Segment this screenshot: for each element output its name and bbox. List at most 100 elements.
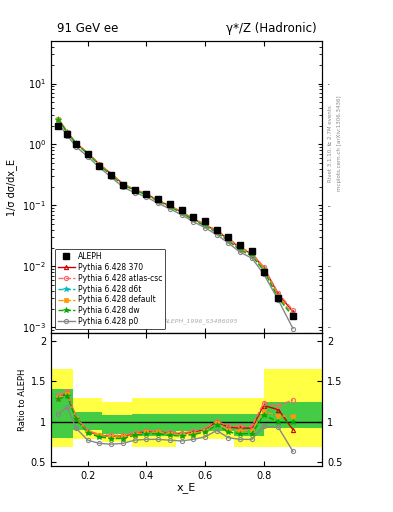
Pythia 6.428 p0 [276, 297, 281, 303]
Pythia 6.428 default [290, 312, 295, 318]
Pythia 6.428 d6t [238, 246, 242, 252]
Pythia 6.428 default [97, 161, 102, 167]
ALEPH [226, 234, 231, 240]
ALEPH [250, 248, 254, 254]
ALEPH [214, 226, 219, 232]
Pythia 6.428 p0 [56, 120, 61, 126]
Pythia 6.428 dw [56, 117, 61, 123]
ALEPH [85, 151, 90, 157]
Pythia 6.428 370 [203, 222, 208, 228]
Pythia 6.428 d6t [179, 209, 184, 216]
Pythia 6.428 default [132, 187, 137, 193]
Pythia 6.428 p0 [144, 194, 149, 200]
Pythia 6.428 atlas-csc [156, 197, 160, 203]
Pythia 6.428 d6t [261, 266, 266, 272]
Pythia 6.428 370 [121, 181, 125, 187]
Pythia 6.428 atlas-csc [276, 290, 281, 296]
Pythia 6.428 atlas-csc [132, 186, 137, 193]
Text: ALEPH_1996_S3486095: ALEPH_1996_S3486095 [163, 318, 237, 325]
Pythia 6.428 p0 [226, 240, 231, 246]
ALEPH [132, 187, 137, 193]
Pythia 6.428 atlas-csc [179, 208, 184, 215]
ALEPH [203, 218, 208, 224]
Pythia 6.428 atlas-csc [85, 150, 90, 156]
Pythia 6.428 p0 [121, 184, 125, 190]
Text: 91 GeV ee: 91 GeV ee [57, 22, 118, 35]
Pythia 6.428 p0 [179, 212, 184, 218]
Y-axis label: 1/σ dσ/dx_E: 1/σ dσ/dx_E [6, 159, 17, 216]
Pythia 6.428 atlas-csc [214, 227, 219, 233]
Pythia 6.428 dw [179, 210, 184, 216]
Pythia 6.428 p0 [261, 271, 266, 277]
Pythia 6.428 default [56, 116, 61, 122]
Pythia 6.428 370 [109, 170, 114, 177]
Pythia 6.428 default [156, 198, 160, 204]
Pythia 6.428 atlas-csc [250, 250, 254, 256]
Pythia 6.428 d6t [250, 251, 254, 258]
Pythia 6.428 d6t [132, 187, 137, 193]
Pythia 6.428 370 [214, 228, 219, 234]
Pythia 6.428 dw [65, 130, 70, 136]
Pythia 6.428 default [250, 251, 254, 258]
Line: Pythia 6.428 p0: Pythia 6.428 p0 [56, 121, 295, 331]
Pythia 6.428 d6t [156, 198, 160, 204]
Pythia 6.428 dw [238, 247, 242, 253]
Pythia 6.428 d6t [121, 181, 125, 187]
ALEPH [191, 214, 196, 220]
Text: Rivet 3.1.10, ≥ 2.7M events: Rivet 3.1.10, ≥ 2.7M events [328, 105, 333, 182]
Line: Pythia 6.428 370: Pythia 6.428 370 [56, 117, 295, 314]
Pythia 6.428 default [261, 266, 266, 272]
Pythia 6.428 p0 [290, 326, 295, 332]
Pythia 6.428 d6t [226, 237, 231, 243]
Pythia 6.428 default [109, 172, 114, 178]
Pythia 6.428 p0 [85, 154, 90, 160]
Pythia 6.428 370 [261, 265, 266, 271]
Line: Pythia 6.428 default: Pythia 6.428 default [56, 117, 295, 317]
Pythia 6.428 p0 [109, 174, 114, 180]
Pythia 6.428 370 [250, 251, 254, 257]
Pythia 6.428 atlas-csc [73, 140, 78, 146]
ALEPH [238, 242, 242, 248]
Pythia 6.428 default [167, 203, 172, 209]
ALEPH [65, 131, 70, 137]
X-axis label: x_E: x_E [177, 482, 196, 493]
ALEPH [167, 201, 172, 207]
Pythia 6.428 370 [65, 129, 70, 135]
Pythia 6.428 dw [132, 187, 137, 194]
Pythia 6.428 370 [238, 245, 242, 251]
Pythia 6.428 atlas-csc [238, 244, 242, 250]
Pythia 6.428 atlas-csc [290, 307, 295, 313]
Pythia 6.428 p0 [214, 231, 219, 238]
Pythia 6.428 default [238, 246, 242, 252]
Pythia 6.428 370 [73, 140, 78, 146]
Pythia 6.428 dw [121, 182, 125, 188]
Pythia 6.428 atlas-csc [144, 190, 149, 197]
Pythia 6.428 370 [276, 291, 281, 297]
Pythia 6.428 p0 [65, 133, 70, 139]
Pythia 6.428 dw [214, 229, 219, 236]
Pythia 6.428 default [214, 229, 219, 235]
Pythia 6.428 atlas-csc [121, 181, 125, 187]
Pythia 6.428 default [179, 209, 184, 216]
Pythia 6.428 default [144, 191, 149, 197]
Pythia 6.428 d6t [65, 130, 70, 136]
Pythia 6.428 d6t [144, 191, 149, 197]
Pythia 6.428 default [203, 222, 208, 228]
Line: ALEPH: ALEPH [55, 123, 296, 319]
Pythia 6.428 d6t [85, 151, 90, 157]
Pythia 6.428 370 [290, 309, 295, 315]
Pythia 6.428 atlas-csc [56, 116, 61, 122]
Pythia 6.428 370 [156, 198, 160, 204]
Pythia 6.428 default [226, 237, 231, 243]
Pythia 6.428 p0 [73, 143, 78, 150]
Pythia 6.428 dw [156, 198, 160, 204]
ALEPH [156, 197, 160, 203]
Pythia 6.428 p0 [203, 225, 208, 231]
Pythia 6.428 dw [85, 151, 90, 157]
ALEPH [144, 190, 149, 197]
Pythia 6.428 atlas-csc [203, 221, 208, 227]
Y-axis label: Ratio to ALEPH: Ratio to ALEPH [18, 368, 27, 431]
Pythia 6.428 atlas-csc [109, 170, 114, 177]
Pythia 6.428 atlas-csc [65, 129, 70, 135]
ALEPH [73, 141, 78, 147]
